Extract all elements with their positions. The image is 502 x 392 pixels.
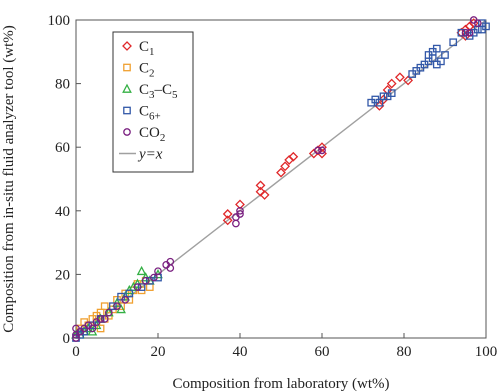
- point-co2: [154, 267, 162, 276]
- point-c1: [288, 151, 299, 162]
- point-c6-: [482, 22, 490, 31]
- point-co2: [318, 146, 326, 155]
- legend-marker-c2: [123, 63, 131, 72]
- point-c6-: [109, 302, 117, 311]
- legend-label-c3-c5: C3–C5: [139, 82, 178, 101]
- point-c1: [394, 72, 405, 83]
- point-co2: [113, 302, 121, 311]
- point-co2: [232, 219, 240, 228]
- point-co2: [236, 206, 244, 215]
- point-co2: [104, 308, 113, 317]
- legend-label-co2: CO2: [139, 125, 165, 144]
- legend-label-c1: C1: [139, 39, 155, 58]
- points-layer: [71, 16, 490, 342]
- point-co2: [72, 334, 80, 342]
- point-c6-: [387, 89, 396, 97]
- tick-layer: 0 20 40 60 80 100 0 20 40 60 80 100: [48, 13, 498, 360]
- point-co2: [236, 210, 244, 218]
- y-tick-label: 80: [55, 77, 70, 93]
- y-tick-label: 0: [63, 331, 71, 347]
- point-c6-: [379, 92, 388, 101]
- legend-marker-c1: [122, 41, 132, 51]
- legend-marker-c6-: [123, 106, 131, 115]
- y-tick-label: 20: [55, 267, 70, 283]
- point-c6-: [137, 283, 146, 291]
- point-c1: [222, 209, 233, 219]
- point-co2: [121, 295, 130, 304]
- point-c6-: [125, 289, 134, 298]
- point-co2: [96, 315, 105, 323]
- point-c1: [235, 199, 245, 210]
- point-c6-: [457, 28, 466, 37]
- plot-frame: [75, 19, 487, 339]
- legend-box: [112, 31, 194, 173]
- point-c6-: [80, 327, 89, 336]
- point-co2: [473, 19, 482, 28]
- point-co2: [314, 146, 322, 155]
- legend-marker-co2: [123, 128, 131, 136]
- point-c6-: [428, 54, 437, 63]
- x-tick-label: 80: [397, 344, 412, 360]
- point-co2: [72, 324, 80, 333]
- x-tick-label: 20: [151, 344, 166, 360]
- point-co2: [141, 276, 150, 285]
- point-c1: [276, 167, 286, 178]
- x-axis-title: Composition from laboratory (wt%): [172, 376, 389, 392]
- point-c6-: [441, 51, 449, 59]
- point-c6-: [375, 98, 384, 107]
- point-c1: [386, 78, 397, 89]
- point-c1: [403, 75, 414, 86]
- point-c1: [255, 186, 266, 197]
- x-tick-label: 100: [475, 344, 498, 360]
- point-c2: [100, 302, 109, 311]
- point-co2: [133, 283, 142, 291]
- point-co2: [461, 28, 470, 37]
- point-c2: [145, 283, 154, 291]
- legend-label-y-equals-x: y=x: [137, 147, 163, 163]
- point-c6-: [449, 38, 458, 47]
- y-tick-label: 60: [55, 140, 70, 156]
- x-tick-label: 0: [72, 344, 80, 360]
- y-tick-label: 40: [55, 204, 70, 220]
- point-c1: [222, 215, 233, 226]
- point-c3-c5: [136, 265, 147, 276]
- point-c1: [317, 142, 327, 153]
- point-co2: [166, 264, 175, 272]
- point-c6-: [437, 57, 445, 66]
- y-axis-title: Composition from in-situ fluid analyzer …: [1, 25, 17, 332]
- legend: C1 C2 C3–C5 C6+ CO2 y=x: [112, 31, 194, 173]
- point-c6-: [432, 44, 441, 53]
- legend-label-c2: C2: [139, 61, 155, 80]
- point-co2: [465, 28, 474, 37]
- x-tick-label: 40: [233, 344, 248, 360]
- point-c1: [382, 85, 393, 95]
- point-c1: [255, 180, 266, 191]
- point-co2: [88, 324, 97, 333]
- point-c1: [259, 189, 270, 200]
- legend-marker-c3-c5: [122, 83, 132, 93]
- x-tick-label: 60: [315, 344, 330, 360]
- point-co2: [150, 273, 158, 282]
- point-co2: [100, 315, 109, 323]
- point-c1: [280, 161, 291, 172]
- y-tick-label: 100: [48, 13, 71, 29]
- legend-label-c6-: C6+: [139, 104, 161, 123]
